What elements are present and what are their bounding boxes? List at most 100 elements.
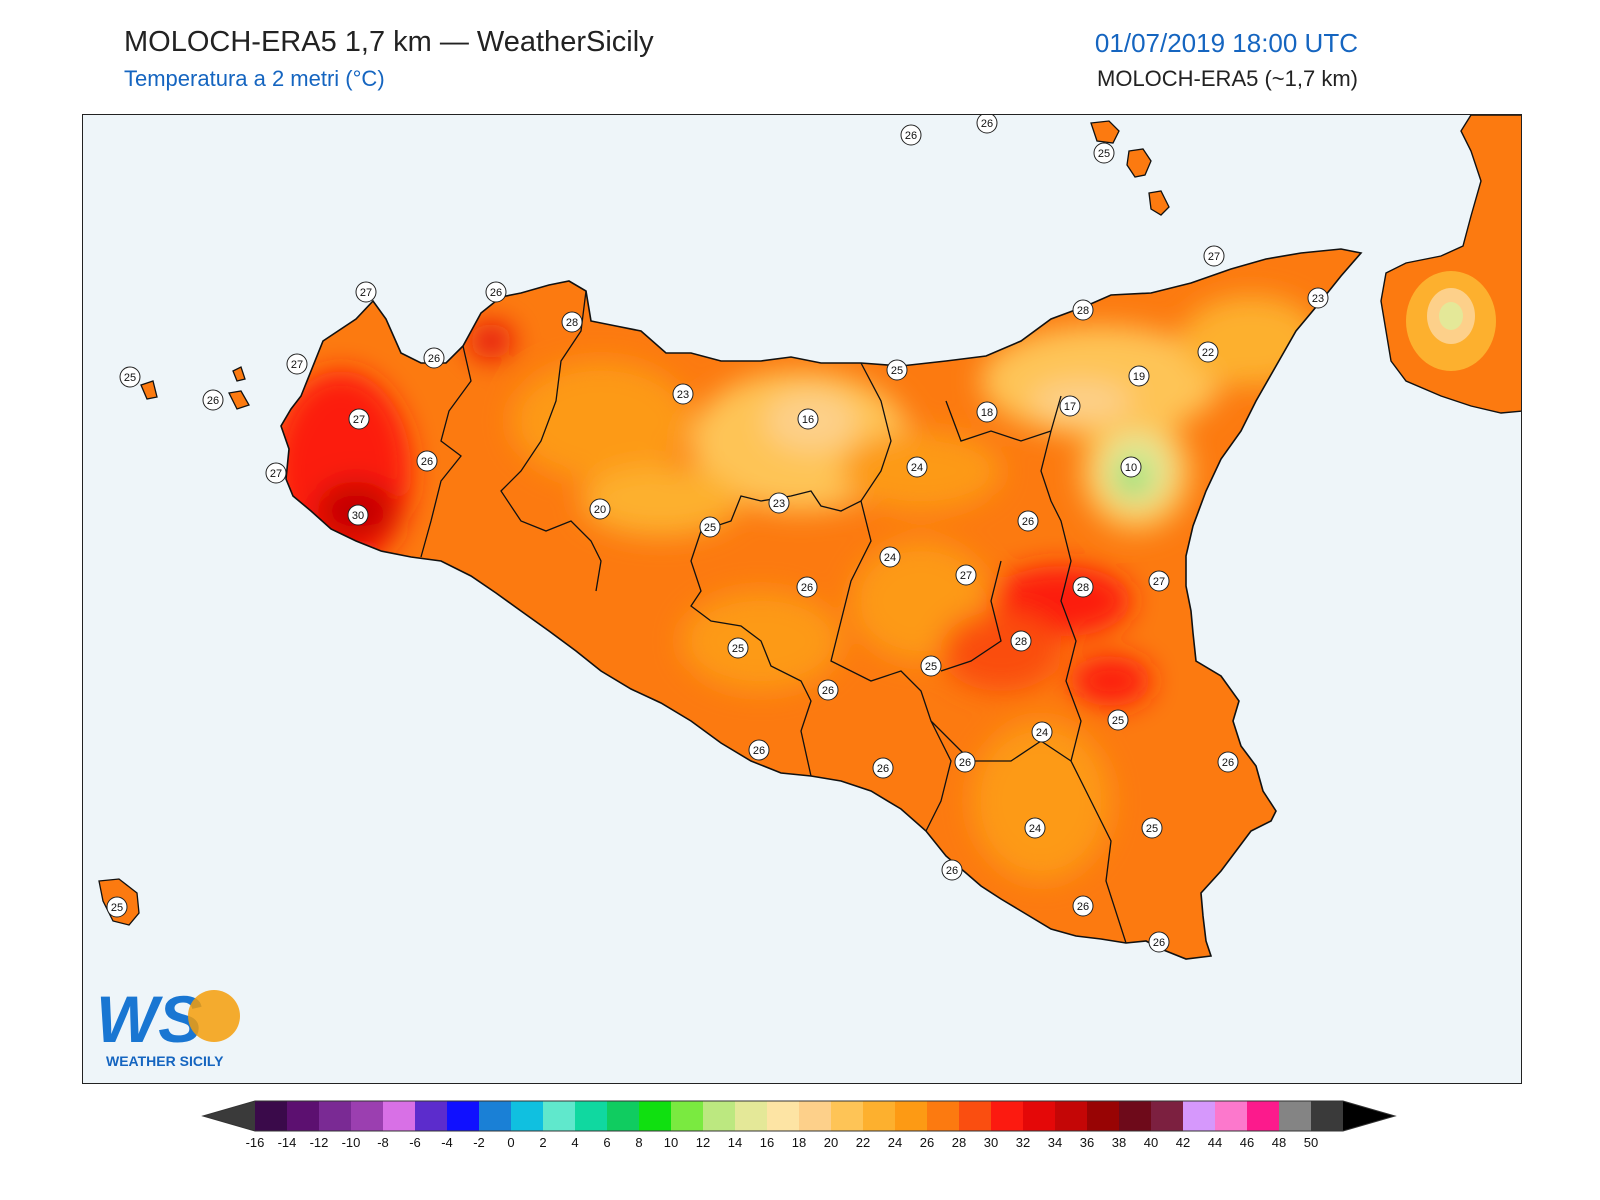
colorbar-swatch bbox=[639, 1101, 671, 1131]
station-value: 30 bbox=[352, 510, 364, 522]
logo-letters: WS bbox=[96, 982, 202, 1056]
colorbar-swatch bbox=[511, 1101, 543, 1131]
station-value: 19 bbox=[1133, 371, 1145, 383]
colorbar-tick-label: 42 bbox=[1176, 1135, 1190, 1150]
station-marker: 26 bbox=[1072, 895, 1094, 917]
colorbar-tick-label: 32 bbox=[1016, 1135, 1030, 1150]
colorbar-tick-label: 30 bbox=[984, 1135, 998, 1150]
station-marker: 25 bbox=[1141, 817, 1163, 839]
colorbar-swatch bbox=[287, 1101, 319, 1131]
weather-sicily-logo: WS WEATHER SICILY bbox=[96, 982, 240, 1069]
station-marker: 30 bbox=[347, 504, 369, 526]
station-marker: 25 bbox=[106, 896, 128, 918]
station-value: 26 bbox=[1022, 516, 1034, 528]
colorbar-swatch bbox=[927, 1101, 959, 1131]
station-marker: 26 bbox=[976, 115, 998, 134]
colorbar-swatch bbox=[959, 1101, 991, 1131]
colorbar-over-arrow bbox=[1343, 1101, 1395, 1131]
station-value: 23 bbox=[1312, 293, 1324, 305]
colorbar-swatch bbox=[671, 1101, 703, 1131]
colorbar-tick-label: 36 bbox=[1080, 1135, 1094, 1150]
station-marker: 25 bbox=[886, 359, 908, 381]
colorbar-swatch bbox=[1119, 1101, 1151, 1131]
station-marker: 26 bbox=[423, 347, 445, 369]
colorbar-outline bbox=[201, 1100, 1397, 1132]
station-marker: 19 bbox=[1128, 365, 1150, 387]
station-value: 25 bbox=[1112, 715, 1124, 727]
station-marker: 27 bbox=[286, 353, 308, 375]
colorbar-swatch bbox=[831, 1101, 863, 1131]
station-value: 24 bbox=[1036, 727, 1048, 739]
colorbar-tick-label: 22 bbox=[856, 1135, 870, 1150]
colorbar-tick-label: 2 bbox=[539, 1135, 546, 1150]
station-marker: 27 bbox=[265, 462, 287, 484]
colorbar-tick-label: -8 bbox=[377, 1135, 389, 1150]
colorbar-swatch bbox=[447, 1101, 479, 1131]
sicily-landmass bbox=[280, 248, 1363, 960]
colorbar-tick-label: 34 bbox=[1048, 1135, 1062, 1150]
colorbar-tick-label: 50 bbox=[1304, 1135, 1318, 1150]
station-value: 26 bbox=[1077, 901, 1089, 913]
colorbar-swatch bbox=[319, 1101, 351, 1131]
colorbar-tick-label: 12 bbox=[696, 1135, 710, 1150]
station-marker: 22 bbox=[1197, 341, 1219, 363]
station-value: 26 bbox=[1222, 757, 1234, 769]
station-value: 25 bbox=[124, 372, 136, 384]
colorbar-tick-label: -10 bbox=[342, 1135, 361, 1150]
station-marker: 16 bbox=[797, 408, 819, 430]
station-marker: 10 bbox=[1120, 456, 1142, 478]
station-marker: 23 bbox=[1307, 287, 1329, 309]
station-marker: 23 bbox=[768, 492, 790, 514]
colorbar-swatch bbox=[799, 1101, 831, 1131]
colorbar-swatch bbox=[863, 1101, 895, 1131]
station-value: 26 bbox=[981, 118, 993, 130]
station-value: 28 bbox=[566, 317, 578, 329]
station-marker: 26 bbox=[941, 859, 963, 881]
station-value: 27 bbox=[291, 359, 303, 371]
map-title: MOLOCH-ERA5 1,7 km — WeatherSicily bbox=[124, 26, 654, 58]
colorbar-tick-label: 6 bbox=[603, 1135, 610, 1150]
station-value: 26 bbox=[959, 757, 971, 769]
station-marker: 18 bbox=[976, 401, 998, 423]
colorbar-tick-label: 14 bbox=[728, 1135, 742, 1150]
colorbar-swatch bbox=[575, 1101, 607, 1131]
station-marker: 27 bbox=[355, 281, 377, 303]
station-markers: 26 26 25 27 26 28 27 26 25 26 27 23 23 16 25 18 19 22 28 17… bbox=[106, 115, 1329, 953]
station-value: 25 bbox=[925, 661, 937, 673]
colorbar-swatch bbox=[1247, 1101, 1279, 1131]
station-marker: 28 bbox=[561, 311, 583, 333]
temperature-colorbar: -16 -14 -12 -10 -8 -6 -4 -2 0 2 4 6 8 10 12 14 16 18 20 22 2… bbox=[201, 1100, 1397, 1150]
station-marker: 26 bbox=[900, 124, 922, 146]
station-marker: 26 bbox=[796, 576, 818, 598]
colorbar-tick-label: 38 bbox=[1112, 1135, 1126, 1150]
station-marker: 25 bbox=[1107, 709, 1129, 731]
station-value: 24 bbox=[911, 462, 923, 474]
station-marker: 17 bbox=[1059, 395, 1081, 417]
station-value: 26 bbox=[905, 130, 917, 142]
station-marker: 25 bbox=[1093, 142, 1115, 164]
station-marker: 20 bbox=[589, 498, 611, 520]
colorbar-swatch bbox=[1151, 1101, 1183, 1131]
colorbar-swatch bbox=[895, 1101, 927, 1131]
calabria-landmass bbox=[1380, 115, 1521, 414]
station-marker: 24 bbox=[879, 546, 901, 568]
station-value: 27 bbox=[353, 414, 365, 426]
colorbar-swatch bbox=[1055, 1101, 1087, 1131]
station-value: 23 bbox=[677, 389, 689, 401]
colorbar-tick-label: -4 bbox=[441, 1135, 453, 1150]
colorbar-swatch bbox=[703, 1101, 735, 1131]
station-value: 17 bbox=[1064, 401, 1076, 413]
station-value: 26 bbox=[1153, 937, 1165, 949]
station-marker: 25 bbox=[699, 516, 721, 538]
colorbar-swatch bbox=[415, 1101, 447, 1131]
station-value: 24 bbox=[884, 552, 896, 564]
colorbar-tick-label: -2 bbox=[473, 1135, 485, 1150]
map-frame: 26 26 25 27 26 28 27 26 25 26 27 23 23 16 25 18 19 22 28 17… bbox=[82, 114, 1522, 1084]
map-subtitle: Temperatura a 2 metri (°C) bbox=[124, 66, 385, 91]
station-marker: 23 bbox=[672, 383, 694, 405]
colorbar-swatch bbox=[735, 1101, 767, 1131]
station-marker: 26 bbox=[1217, 751, 1239, 773]
station-marker: 24 bbox=[1031, 721, 1053, 743]
colorbar-tick-label: -16 bbox=[246, 1135, 265, 1150]
station-marker: 26 bbox=[1017, 510, 1039, 532]
